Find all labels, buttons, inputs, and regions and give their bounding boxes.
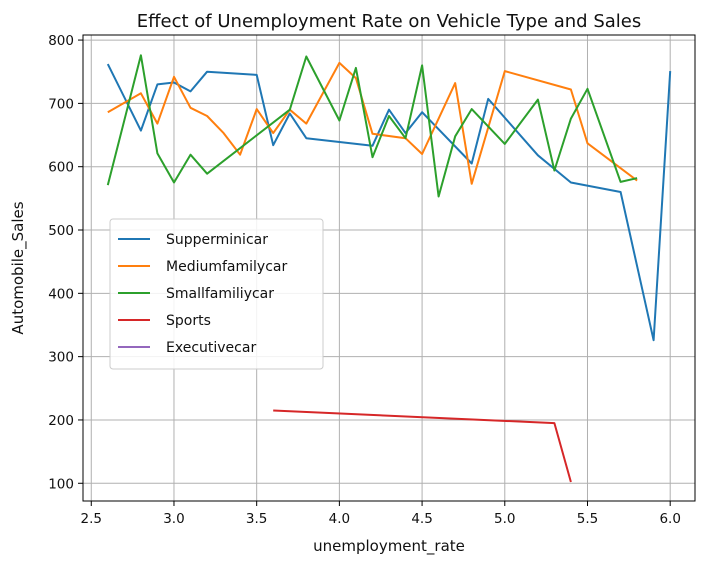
chart-title: Effect of Unemployment Rate on Vehicle T… (137, 11, 641, 32)
legend-label: Smallfamiliycar (166, 286, 274, 302)
x-tick-label: 4.0 (329, 511, 350, 527)
y-tick-label: 300 (48, 350, 74, 366)
legend-label: Sports (166, 313, 211, 329)
x-tick-label: 5.0 (494, 511, 515, 527)
y-tick-label: 700 (48, 96, 74, 112)
y-tick-label: 100 (48, 476, 74, 492)
y-tick-label: 200 (48, 413, 74, 429)
plot-area-frame (82, 34, 696, 502)
legend-label: Mediumfamilycar (166, 259, 287, 275)
y-tick-label: 600 (48, 160, 74, 176)
series-line-mediumfamilycar (107, 61, 638, 185)
series-line-smallfamiliycar (106, 54, 638, 198)
legend: Supperminicar Mediumfamilycar Smallfamiliy… (109, 218, 324, 370)
x-tick-label: 3.0 (163, 511, 184, 527)
x-axis-label: unemployment_rate (313, 537, 465, 556)
y-tick-label: 500 (48, 223, 74, 239)
y-axis-ticks: 100 200 300 400 500 600 700 800 (48, 33, 83, 492)
x-tick-label: 2.5 (81, 511, 102, 527)
y-tick-label: 800 (48, 33, 74, 49)
x-tick-label: 4.5 (411, 511, 432, 527)
x-tick-label: 5.5 (577, 511, 598, 527)
legend-label: Supperminicar (166, 232, 268, 248)
series-lines (106, 54, 672, 483)
x-tick-label: 6.0 (659, 511, 680, 527)
y-axis-label: Automobile_Sales (9, 201, 28, 334)
series-line-sports (273, 409, 572, 483)
legend-label: Executivecar (166, 340, 256, 356)
legend-box (109, 218, 324, 370)
y-tick-label: 400 (48, 286, 74, 302)
x-tick-label: 3.5 (246, 511, 267, 527)
x-axis-ticks: 2.5 3.0 3.5 4.0 4.5 5.0 5.5 6.0 (81, 501, 681, 527)
